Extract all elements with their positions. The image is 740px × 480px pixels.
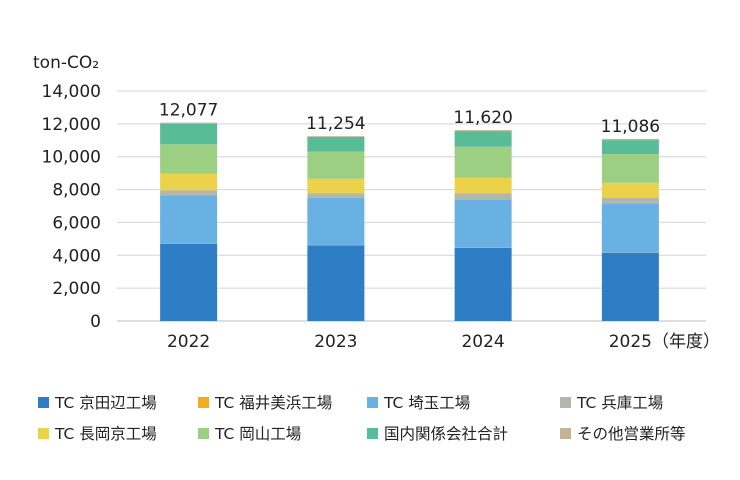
- y-axis-ticks: 0 2,000 4,000 6,000 8,000 10,000 12,000 14,000: [42, 82, 101, 332]
- y-tick-label: 10,000: [42, 148, 101, 168]
- bar-segment: [307, 151, 365, 179]
- legend-swatch: [367, 428, 378, 439]
- legend-item: TC 埼玉工場: [367, 394, 470, 412]
- legend-swatch: [367, 397, 378, 408]
- legend-item: TC 長岡京工場: [38, 425, 157, 443]
- bar-segment: [601, 252, 659, 321]
- bar-segment: [160, 123, 218, 145]
- y-tick-label: 8,000: [52, 181, 101, 201]
- x-axis-ticks: 2022 2023 2024 2025: [167, 332, 652, 352]
- legend-label: TC 京田辺工場: [54, 394, 157, 412]
- bar-segment: [160, 190, 218, 196]
- total-label: 11,254: [306, 114, 365, 134]
- legend-label: その他営業所等: [577, 425, 686, 443]
- bar-segment: [160, 243, 218, 321]
- bar-segment: [454, 193, 512, 200]
- bar-segment: [601, 197, 659, 204]
- bar-segment: [601, 203, 659, 253]
- legend-swatch: [198, 397, 209, 408]
- y-unit-label: ton-CO₂: [33, 53, 99, 73]
- legend-item: その他営業所等: [560, 425, 686, 443]
- bar-segment: [601, 140, 659, 155]
- legend-item: 国内関係会社合計: [367, 425, 508, 443]
- bar-segment: [307, 178, 365, 194]
- legend-item: TC 京田辺工場: [38, 394, 157, 412]
- legend-label: TC 兵庫工場: [576, 394, 663, 412]
- legend-label: TC 長岡京工場: [54, 425, 157, 443]
- y-tick-label: 2,000: [52, 279, 101, 299]
- x-tick-label: 2024: [461, 332, 504, 352]
- bar-segment: [307, 136, 365, 152]
- legend-swatch: [38, 428, 49, 439]
- total-label: 11,620: [453, 108, 512, 128]
- legend-label: TC 埼玉工場: [383, 394, 470, 412]
- x-unit-label: （年度）: [652, 332, 720, 352]
- legend-swatch: [560, 397, 571, 408]
- y-tick-label: 14,000: [42, 82, 101, 102]
- bar-segment: [601, 182, 659, 198]
- bar-segment: [307, 193, 365, 198]
- bar-segment: [601, 138, 659, 141]
- legend-label: 国内関係会社合計: [384, 425, 508, 443]
- legend-label: TC 岡山工場: [214, 425, 301, 443]
- bar-segment: [454, 199, 512, 248]
- bar-segment: [454, 131, 512, 147]
- legend-label: TC 福井美浜工場: [214, 394, 332, 412]
- x-tick-label: 2022: [167, 332, 210, 352]
- bar-segment: [454, 146, 512, 178]
- bar-segment: [160, 173, 218, 191]
- bar-segment: [454, 247, 512, 321]
- bar-segment: [160, 144, 218, 174]
- bar-segment: [160, 122, 218, 124]
- bar-segment: [307, 197, 365, 246]
- x-tick-label: 2023: [314, 332, 357, 352]
- legend-item: TC 兵庫工場: [560, 394, 663, 412]
- y-tick-label: 6,000: [52, 213, 101, 233]
- bar-segment: [160, 195, 218, 244]
- y-tick-label: 4,000: [52, 246, 101, 266]
- legend: TC 京田辺工場 TC 福井美浜工場 TC 埼玉工場 TC 兵庫工場 TC 長岡京工場 T…: [38, 394, 686, 443]
- legend-swatch: [38, 397, 49, 408]
- legend-swatch: [560, 428, 571, 439]
- total-label: 11,086: [601, 117, 660, 137]
- legend-item: TC 福井美浜工場: [198, 394, 332, 412]
- bar-segment: [454, 177, 512, 194]
- total-labels: 12,077 11,254 11,620 11,086: [159, 101, 660, 137]
- y-tick-label: 0: [90, 312, 101, 332]
- legend-item: TC 岡山工場: [198, 425, 301, 443]
- bar-segment: [454, 130, 512, 132]
- x-tick-label: 2025: [609, 332, 652, 352]
- bar-segment: [307, 245, 365, 321]
- y-tick-label: 12,000: [42, 115, 101, 135]
- bars: [160, 122, 659, 321]
- bar-segment: [601, 154, 659, 183]
- legend-swatch: [198, 428, 209, 439]
- total-label: 12,077: [159, 101, 218, 121]
- bar-segment: [307, 136, 365, 137]
